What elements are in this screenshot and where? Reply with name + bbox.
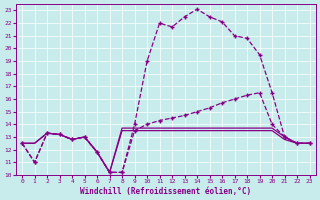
X-axis label: Windchill (Refroidissement éolien,°C): Windchill (Refroidissement éolien,°C) <box>80 187 252 196</box>
